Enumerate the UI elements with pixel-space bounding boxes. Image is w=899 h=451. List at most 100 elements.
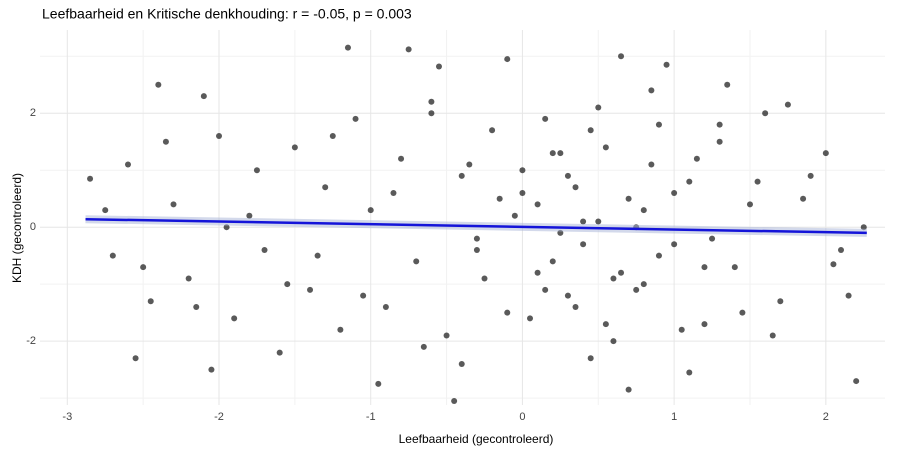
point [686, 369, 693, 376]
point [595, 104, 602, 111]
point [132, 355, 139, 362]
point [109, 252, 116, 259]
point [686, 178, 693, 185]
point [291, 144, 298, 151]
point [746, 201, 753, 208]
point [610, 338, 617, 345]
x-tick-label: 1 [671, 411, 677, 423]
point [853, 378, 860, 385]
point [754, 178, 761, 185]
point [162, 138, 169, 145]
y-tick-label: -2 [26, 335, 36, 347]
point [307, 286, 314, 293]
point [87, 175, 94, 182]
point [572, 303, 579, 310]
point [800, 195, 807, 202]
point [147, 298, 154, 305]
point [382, 303, 389, 310]
point [527, 315, 534, 322]
x-tick-label: 2 [823, 411, 829, 423]
point [648, 161, 655, 168]
point [451, 398, 458, 405]
y-tick-label: 2 [30, 107, 36, 119]
point [633, 286, 640, 293]
point [640, 281, 647, 288]
point [458, 172, 465, 179]
y-axis-title: KDH (gecontroleerd) [10, 173, 24, 283]
point [663, 61, 670, 68]
point [329, 133, 336, 140]
point [724, 81, 731, 88]
point [102, 207, 109, 214]
point [481, 275, 488, 282]
point [337, 326, 344, 333]
point [170, 201, 177, 208]
point [602, 321, 609, 328]
point [822, 150, 829, 157]
x-axis-title: Leefbaarheid (gecontroleerd) [399, 432, 554, 446]
point [693, 155, 700, 162]
point [534, 269, 541, 276]
point [777, 298, 784, 305]
point [504, 56, 511, 63]
point [140, 264, 147, 271]
x-tick-label: -2 [214, 411, 224, 423]
point [473, 246, 480, 253]
point [716, 121, 723, 128]
point [731, 264, 738, 271]
point [557, 150, 564, 157]
point [428, 98, 435, 105]
point [618, 269, 625, 276]
point [542, 115, 549, 122]
point [564, 292, 571, 299]
x-tick-label: 0 [519, 411, 525, 423]
point [625, 386, 632, 393]
point [489, 127, 496, 134]
point [701, 321, 708, 328]
point [155, 81, 162, 88]
point [208, 366, 215, 373]
point [511, 212, 518, 219]
point [231, 315, 238, 322]
point [564, 172, 571, 179]
point [838, 246, 845, 253]
point [413, 258, 420, 265]
point [587, 355, 594, 362]
point [587, 127, 594, 134]
point [671, 189, 678, 196]
point [519, 167, 526, 174]
point [405, 46, 412, 53]
point [739, 309, 746, 316]
point [716, 138, 723, 145]
point [193, 303, 200, 310]
y-tick-label: 0 [30, 221, 36, 233]
point [534, 201, 541, 208]
point [701, 264, 708, 271]
point [367, 207, 374, 214]
point [572, 184, 579, 191]
point [443, 332, 450, 339]
point [671, 241, 678, 248]
point [428, 110, 435, 117]
point [549, 150, 556, 157]
point [549, 258, 556, 265]
point [253, 167, 260, 174]
point [602, 144, 609, 151]
point [124, 161, 131, 168]
point [845, 292, 852, 299]
point [496, 195, 503, 202]
point [709, 235, 716, 242]
point [655, 121, 662, 128]
point [360, 292, 367, 299]
trend-line [85, 217, 867, 235]
point [580, 218, 587, 225]
point [769, 332, 776, 339]
point [352, 115, 359, 122]
point [762, 110, 769, 117]
point [678, 326, 685, 333]
point [473, 235, 480, 242]
point [625, 195, 632, 202]
point [398, 155, 405, 162]
point [458, 360, 465, 367]
point [276, 349, 283, 356]
